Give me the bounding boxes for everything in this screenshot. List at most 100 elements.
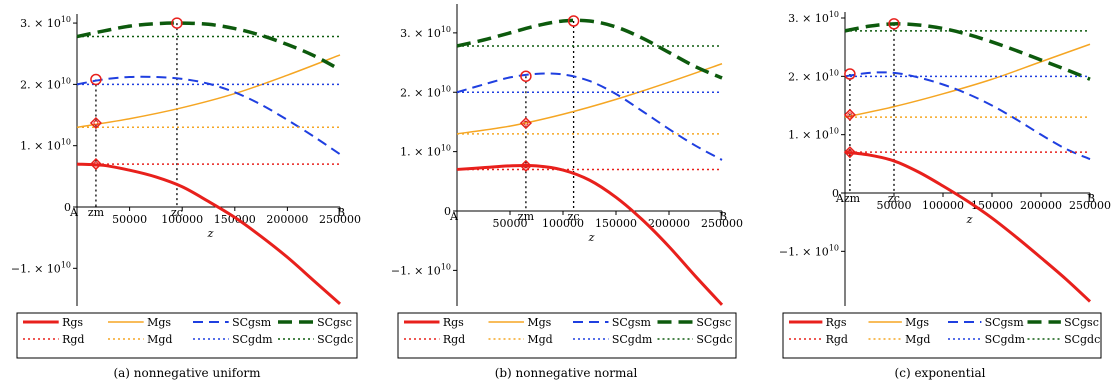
legend-label-mgd: Mgd [905,333,930,346]
y-tick-label: 1. × 1010 [400,144,451,159]
legend-label-rgd: Rgd [443,333,465,346]
optimum-diamond-center [523,163,529,169]
optimum-diamond-marker [89,158,102,171]
x-tick-label: 150000 [971,199,1013,212]
legend-label-mgs: Mgs [527,316,551,329]
x-tick-label: 100000 [542,217,584,230]
x-tick-label: 50000 [112,213,147,226]
x-tick-label: 150000 [214,213,256,226]
y-tick-label: 0 [444,205,451,218]
axis-mark-zm: zm [518,210,535,223]
series-line-rgs [76,162,341,305]
optimum-circle-marker [520,70,532,82]
y-tick-label: 1. × 1010 [20,138,71,153]
optimum-diamond-marker [89,116,102,130]
panel-caption: (a) nonnegative uniform [113,366,261,380]
x-tick-label: 50000 [877,199,912,212]
legend-label-mgs: Mgs [905,316,929,329]
chart-panel-1: 3. × 1010 2. × 1010 1. × 1010 0 −1. × 1010 50… [11,14,361,380]
optimum-diamond-center [93,161,99,167]
panel-caption: (c) exponential [895,366,986,380]
legend-label-scgdm: SCgdm [232,333,273,346]
y-tick-label: 0 [832,187,839,200]
y-tick-label: 2. × 1010 [400,84,451,99]
y-tick-label: 3. × 1010 [20,15,71,30]
optimum-diamond-marker [519,159,532,172]
legend-label-rgs: Rgs [443,316,464,329]
axis-mark-azm: Azm [835,192,861,205]
optimum-diamond-marker [843,146,856,159]
series-line-scgsc [76,21,341,72]
x-tick-label: 250000 [1069,199,1111,212]
legend-box: Rgs Mgs SCgsm SCgsc Rgd Mgd SCgdm SCgdc [16,312,358,359]
y-tick-label: −1. × 1010 [391,262,451,277]
legend-box: Rgs Mgs SCgsm SCgsc Rgd Mgd SCgdm SCgdc [782,312,1102,359]
series-line-mgs [76,54,341,129]
axis-mark-b: B [337,206,345,219]
series-line-scgsm [844,71,1091,161]
legend-label-scgsm: SCgsm [612,316,652,329]
legend-label-mgs: Mgs [147,316,171,329]
series-line-scgsm [76,75,341,156]
optimum-diamond-marker [843,108,856,121]
x-tick-label: 100000 [161,213,203,226]
axis-mark-zm: zm [88,206,105,219]
axis-mark-zc: zc [171,206,183,219]
x-tick-label: 250000 [701,217,743,230]
y-tick-label: 2. × 1010 [20,76,71,91]
legend-label-scgsm: SCgsm [985,316,1025,329]
legend-label-scgsm: SCgsm [232,316,272,329]
y-tick-label: −1. × 1010 [11,260,71,275]
legend-label-scgdm: SCgdm [612,333,653,346]
series-line-rgs [456,163,724,306]
legend-label-scgdm: SCgdm [985,333,1026,346]
panel-caption: (b) nonnegative normal [495,366,638,380]
optimum-circle-marker [567,15,580,27]
axis-mark-zc: zc [568,210,580,223]
optimum-circle-marker [888,18,900,30]
y-tick-label: 0 [64,201,71,214]
y-tick-label: 3. × 1010 [788,10,839,25]
legend-label-rgs: Rgs [826,316,847,329]
optimum-diamond-center [847,112,853,118]
legend-box: Rgs Mgs SCgsm SCgsc Rgd Mgd SCgdm SCgdc [397,312,737,359]
series-line-scgsc [844,22,1091,81]
axis-mark-b: B [719,210,727,223]
x-tick-label: 250000 [319,213,361,226]
x-tick-label: 200000 [266,213,308,226]
x-tick-label: 100000 [922,199,964,212]
legend-label-scgsc: SCgsc [696,316,731,329]
x-axis-label: z [966,213,973,226]
legend-label-rgd: Rgd [62,333,84,346]
optimum-diamond-center [523,120,529,126]
legend-label-scgsc: SCgsc [317,316,352,329]
x-tick-label: 150000 [595,217,637,230]
axis-mark-zc: zc [888,192,900,205]
legend-frame [782,312,1102,359]
legend-label-scgdc: SCgdc [317,333,353,346]
x-tick-label: 50000 [493,217,528,230]
chart-panel-2: 3. × 1010 2. × 1010 1. × 1010 0 −1. × 1010 50… [391,4,743,380]
optimum-circle-marker [844,68,856,80]
series-line-scgsc [456,18,723,80]
axis-mark-a: A [449,210,459,223]
legend-label-rgd: Rgd [826,333,848,346]
series-line-mgs [456,63,723,135]
y-tick-label: 1. × 1010 [788,127,839,142]
legend-label-scgsc: SCgsc [1064,316,1099,329]
optimum-diamond-center [93,120,99,126]
x-tick-label: 200000 [1020,199,1062,212]
series-line-mgs [844,43,1091,118]
x-tick-label: 200000 [648,217,690,230]
axis-mark-a: A [69,206,79,219]
chart-panel-3: 3. × 1010 2. × 1010 1. × 1010 0 −1. × 1010 50… [779,10,1111,380]
optimum-diamond-center [847,149,853,155]
legend-label-scgdc: SCgdc [1064,333,1100,346]
optimum-circle-marker [90,73,102,86]
legend-label-mgd: Mgd [147,333,172,346]
y-tick-label: 2. × 1010 [788,68,839,83]
optimum-diamond-marker [519,117,532,130]
y-tick-label: 3. × 1010 [400,25,451,40]
legend-label-scgdc: SCgdc [696,333,732,346]
